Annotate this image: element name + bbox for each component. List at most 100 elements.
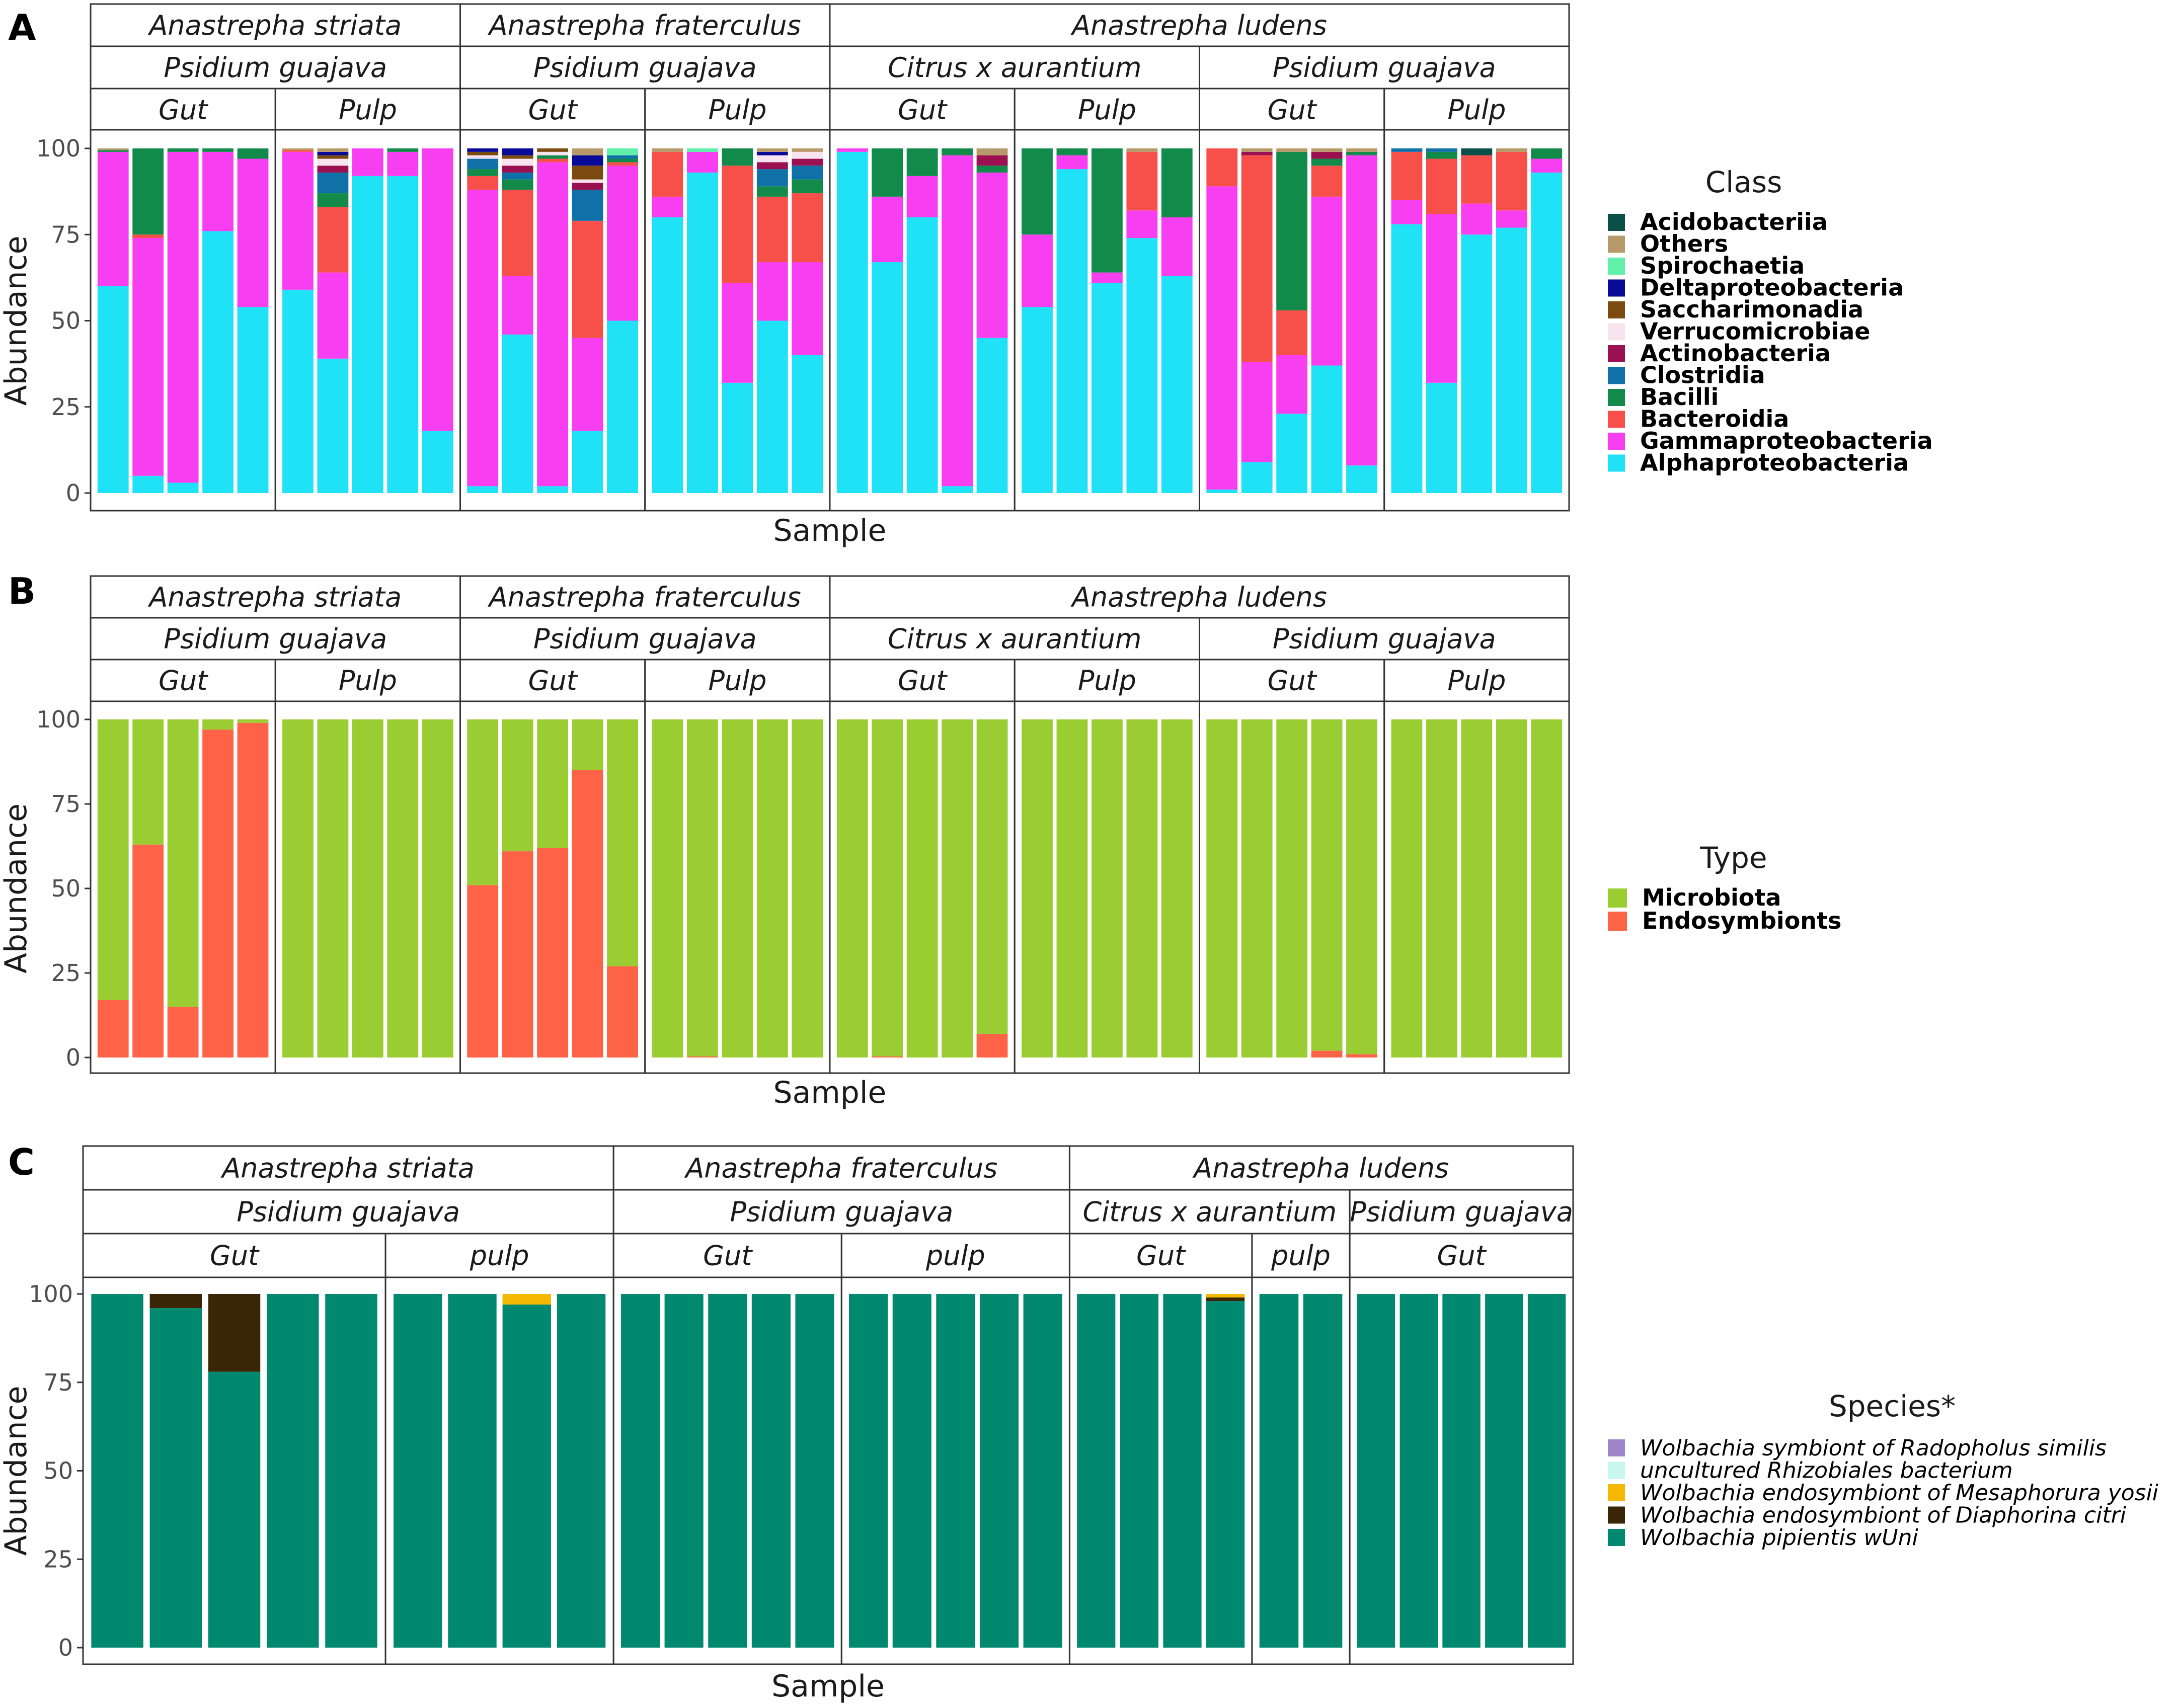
bar-segment-alphaproteobacteria — [1206, 490, 1238, 493]
y-tick-label: 50 — [51, 875, 81, 902]
facet-strip-label: Anastrepha fraterculus — [684, 1153, 997, 1184]
bar-segment-bacteroidia — [1206, 148, 1238, 187]
facet-strip-label: Pulp — [339, 94, 397, 126]
bar-segment-microbiota — [572, 719, 603, 770]
bar-segment-microbiota — [942, 719, 973, 1058]
bar-segment-alphaproteobacteria — [652, 217, 683, 493]
bar-segment-wolbachia-pipientis-wuni — [1357, 1294, 1395, 1648]
y-axis-title: Abundance — [0, 803, 34, 973]
bar-segment-alphaproteobacteria — [317, 358, 349, 493]
facet-strip-label: Anastrepha striata — [147, 582, 402, 613]
facet-strip-label: Psidium guajava — [1350, 1196, 1573, 1228]
bar-segment-microbiota — [467, 719, 499, 885]
bar-segment-microbiota — [687, 719, 718, 1056]
legend-label: Bacteroidia — [1640, 405, 1789, 433]
legend-swatch-bacteroidia — [1608, 411, 1625, 428]
bar-segment-wolbachia-pipientis-wuni — [1259, 1294, 1299, 1648]
facet-strip-box — [90, 659, 276, 702]
bar-segment-alphaproteobacteria — [1461, 234, 1493, 493]
y-axis-title: Abundance — [0, 236, 34, 406]
bar-segment-wolbachia-pipientis-wuni — [751, 1294, 791, 1648]
bar-segment-clostridia — [467, 158, 499, 170]
bar-segment-microbiota — [537, 719, 569, 848]
bar-segment-gammaproteobacteria — [572, 338, 603, 431]
legend-label: Saccharimonadia — [1640, 296, 1863, 323]
legend-label: Others — [1640, 230, 1728, 258]
bar-segment-alphaproteobacteria — [607, 320, 638, 493]
legend-label: uncultured Rhizobiales bacterium — [1640, 1458, 2013, 1484]
bar-segment-endosymbionts — [132, 844, 164, 1058]
y-tick-label: 0 — [58, 1634, 73, 1661]
bar-segment-gammaproteobacteria — [1461, 203, 1493, 235]
bar-segment-bacilli — [1346, 151, 1377, 155]
bar-segment-bacteroidia — [467, 176, 499, 190]
bar-segment-wolbachia-pipientis-wuni — [557, 1294, 606, 1648]
bar-segment-microbiota — [976, 719, 1008, 1034]
bar-segment-alphaproteobacteria — [1346, 465, 1377, 493]
bar-segment-deltaproteobacteria — [467, 148, 499, 152]
bar-segment-microbiota — [1022, 719, 1053, 1058]
facet-strip-box — [82, 1145, 614, 1191]
facet-strip-label: Gut — [898, 665, 948, 697]
facet-strip-label: Gut — [898, 94, 948, 126]
bar-segment-endosymbionts — [202, 729, 234, 1058]
bar-segment-microbiota — [1161, 719, 1193, 1058]
bar-segment-microbiota — [167, 719, 199, 1007]
bar-segment-bacilli — [976, 166, 1008, 173]
bar-segment-gammaproteobacteria — [282, 151, 314, 290]
bar-segment-endosymbionts — [502, 851, 533, 1058]
bar-segment-wolbachia-pipientis-wuni — [208, 1371, 261, 1648]
facet-strip-box — [1199, 617, 1570, 661]
facet-strip-label: Gut — [528, 665, 578, 697]
bar-segment-alphaproteobacteria — [792, 355, 823, 493]
bar-segment-wolbachia-pipientis-wuni — [1527, 1294, 1566, 1648]
bar-segment-bacteroidia — [1241, 155, 1273, 362]
bar-segment-alphaproteobacteria — [687, 172, 718, 493]
bar-segment-verrucomicrobiae — [756, 155, 788, 162]
bar-segment-microbiota — [722, 719, 753, 1058]
legend-label: Bacilli — [1640, 383, 1719, 411]
bar-segment-wolbachia-endosymbiont-of-diaphorina-citri — [149, 1294, 202, 1309]
facet-strip-box — [384, 1233, 614, 1278]
bar-segment-gammaproteobacteria — [317, 272, 349, 359]
bar-segment-clostridia — [572, 190, 603, 221]
legend-swatch-bacilli — [1608, 389, 1625, 406]
bar-segment-bacteroidia — [1461, 155, 1493, 204]
bar-segment-bacilli — [1426, 151, 1457, 159]
bar-segment-alphaproteobacteria — [1311, 365, 1343, 493]
bar-segment-bacilli — [756, 186, 788, 197]
legend-label: Wolbachia symbiont of Radopholus similis — [1640, 1435, 2107, 1461]
y-tick-label: 75 — [51, 221, 81, 248]
y-tick-label: 25 — [51, 959, 81, 987]
bar-segment-alphaproteobacteria — [282, 289, 314, 493]
bar-segment-gammaproteobacteria — [502, 276, 533, 335]
bar-segment-actinobacteria — [1241, 151, 1273, 155]
y-axis-title: Abundance — [0, 1386, 34, 1556]
bar-segment-gammaproteobacteria — [1426, 214, 1457, 383]
bar-segment-endosymbionts — [1311, 1050, 1343, 1058]
bar-segment-wolbachia-pipientis-wuni — [1023, 1294, 1062, 1648]
bar-segment-microbiota — [1276, 719, 1308, 1058]
facet-strip-box — [1014, 88, 1200, 132]
facet-strip-label: Anastrepha ludens — [1192, 1153, 1449, 1184]
bar-segment-alphaproteobacteria — [387, 176, 419, 493]
bar-segment-bacilli — [1161, 148, 1193, 217]
bar-segment-alphaproteobacteria — [836, 151, 868, 494]
facet-strip-label: Gut — [1136, 1240, 1186, 1272]
bar-segment-bacteroidia — [792, 193, 823, 263]
bar-segment-verrucomicrobiae — [572, 179, 603, 183]
facet-strip-label: Pulp — [1447, 665, 1506, 697]
bar-segment-wolbachia-endosymbiont-of-mesaphorura-yosii — [1206, 1294, 1245, 1298]
bar-segment-alphaproteobacteria — [722, 382, 753, 493]
bar-segment-alphaproteobacteria — [1091, 283, 1123, 493]
bar-segment-wolbachia-pipientis-wuni — [979, 1294, 1019, 1648]
bar-segment-actinobacteria — [572, 183, 603, 190]
panel-b: B Anastrepha striata Anastrepha fraterculu… — [0, 570, 1841, 1110]
bar-segment-alphaproteobacteria — [572, 431, 603, 493]
bar-segment-clostridia — [792, 166, 823, 180]
bar-segment-alphaproteobacteria — [422, 431, 453, 493]
facet-strip-label: Pulp — [708, 94, 766, 126]
bar-segment-microbiota — [1311, 719, 1343, 1051]
bar-segment-microbiota — [132, 719, 164, 845]
